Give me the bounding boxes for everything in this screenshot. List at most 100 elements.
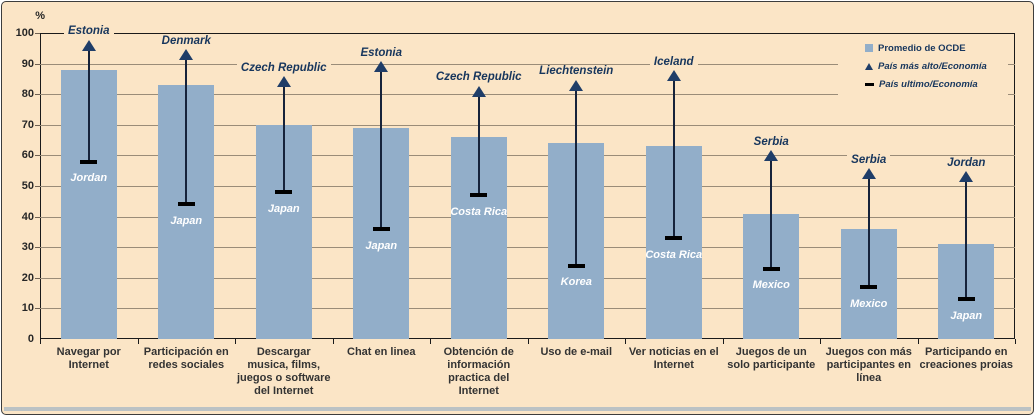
legend-item-oecd-average: Promedio de OCDE (838, 39, 1008, 57)
max-marker-triangle-icon (276, 76, 291, 88)
y-axis-tick (35, 247, 40, 249)
y-axis-tick (35, 33, 40, 34)
gridline (40, 277, 1015, 279)
y-tick-label: 100 (15, 27, 34, 39)
min-country-label: Mexico (752, 279, 790, 292)
max-marker-triangle-icon (179, 48, 194, 60)
y-tick-label: 50 (21, 180, 34, 192)
y-tick-label: 20 (21, 271, 34, 284)
legend-label: País más alto/Economía (878, 60, 987, 72)
gridline (40, 186, 1015, 187)
legend: Promedio de OCDE País más alto/Economía … (838, 38, 1008, 98)
min-marker-dash-icon (957, 297, 975, 302)
y-tick-label: 90 (21, 57, 34, 70)
min-marker-dash-icon (80, 159, 98, 164)
x-axis-tick (40, 339, 41, 344)
y-tick-label: 80 (21, 88, 34, 101)
x-axis-tick (332, 339, 334, 344)
whisker-line (965, 176, 968, 300)
max-country-label: Liechtenstein (501, 61, 651, 79)
dash-marker-icon (865, 82, 874, 86)
max-marker-triangle-icon (471, 85, 486, 97)
x-tick-label: Uso de e-mail (540, 346, 613, 358)
min-country-label: Costa Rica (450, 205, 508, 218)
x-axis-tick (722, 339, 724, 344)
x-tick-label: Juegos de un solo participante (727, 346, 816, 371)
x-axis-tick (625, 339, 626, 344)
max-country-label-text: Denmark (157, 34, 215, 48)
gridline (40, 247, 1015, 249)
whisker-line (575, 85, 578, 266)
whisker-line (770, 155, 773, 269)
max-country-label: Jordan (891, 153, 1033, 171)
y-axis-tick (35, 186, 40, 187)
triangle-up-icon (865, 62, 873, 70)
whisker-line (87, 45, 90, 162)
max-country-label-text: Czech Republic (431, 71, 526, 85)
max-country-label: Czech Republic (209, 58, 359, 76)
max-marker-triangle-icon (666, 70, 681, 82)
max-country-label-text: Jordan (943, 156, 990, 170)
min-marker-dash-icon (860, 284, 878, 289)
whisker-line (185, 54, 188, 205)
gridline (40, 94, 1015, 96)
x-tick-label: Juegos con más participantes en línea (825, 346, 912, 384)
max-country-label-text: Iceland (649, 56, 698, 69)
max-country-label: Estonia (14, 21, 164, 39)
x-tick-label: Chat en linea (347, 346, 416, 358)
x-axis-tick (527, 339, 529, 344)
y-axis-tick (35, 216, 40, 218)
x-tick-label: Participación en redes sociales (143, 346, 229, 371)
max-country-label-text: Liechtenstein (535, 65, 618, 79)
min-country-label: Japan (950, 309, 983, 322)
max-marker-triangle-icon (959, 171, 974, 183)
max-country-label-text: Serbia (847, 153, 891, 167)
gridline (40, 216, 1015, 218)
bar-swatch-icon (865, 44, 873, 52)
x-tick-label: Obtención de información practica del In… (443, 346, 514, 397)
legend-label: Promedio de OCDE (878, 42, 966, 54)
max-marker-triangle-icon (861, 168, 876, 180)
min-country-label: Japan (170, 215, 203, 228)
min-country-label: Costa Rica (645, 248, 703, 261)
bottom-edge-band (4, 407, 1031, 411)
legend-item-highest-country: País más alto/Economía (838, 57, 1008, 75)
legend-label: País ultimo/Economía (879, 78, 978, 90)
whisker-line (380, 66, 383, 229)
y-tick-label: 40 (21, 210, 34, 223)
max-country-label: Serbia (696, 132, 846, 150)
min-marker-dash-icon (275, 190, 293, 195)
whisker-line (867, 173, 870, 287)
x-axis-tick (235, 339, 236, 344)
x-axis-tick (1015, 339, 1016, 344)
max-country-label: Estonia (306, 43, 456, 61)
whisker-line (477, 91, 480, 196)
min-marker-dash-icon (372, 226, 390, 231)
legend-item-lowest-country: País ultimo/Economía (838, 75, 1008, 93)
y-axis-tick (35, 308, 40, 310)
min-marker-dash-icon (567, 263, 585, 268)
y-axis-unit-label: % (35, 10, 45, 22)
y-tick-label: 10 (21, 302, 34, 315)
y-tick-label: 30 (21, 241, 34, 254)
min-country-label: Jordan (70, 172, 108, 185)
x-tick-label: Navegar por Internet (56, 346, 121, 371)
y-tick-label: 60 (21, 149, 34, 162)
x-tick-label: Descargar musica, films, juegos o softwa… (236, 346, 331, 397)
whisker-line (672, 75, 675, 238)
min-country-label: Japan (267, 202, 300, 215)
x-axis-tick (137, 339, 139, 344)
max-country-label: Serbia (794, 150, 944, 168)
x-tick-label: Participando en creaciones proias (919, 346, 1014, 371)
min-country-label: Japan (365, 239, 398, 252)
y-tick-label: 70 (21, 118, 34, 131)
min-country-label: Korea (560, 276, 592, 289)
max-country-label: Iceland (599, 52, 749, 70)
min-marker-dash-icon (665, 236, 683, 241)
max-country-label: Czech Republic (404, 67, 554, 85)
y-axis-tick (35, 155, 40, 157)
y-axis-tick (35, 63, 40, 65)
max-country-label-text: Estonia (63, 25, 114, 39)
max-marker-triangle-icon (764, 149, 779, 161)
